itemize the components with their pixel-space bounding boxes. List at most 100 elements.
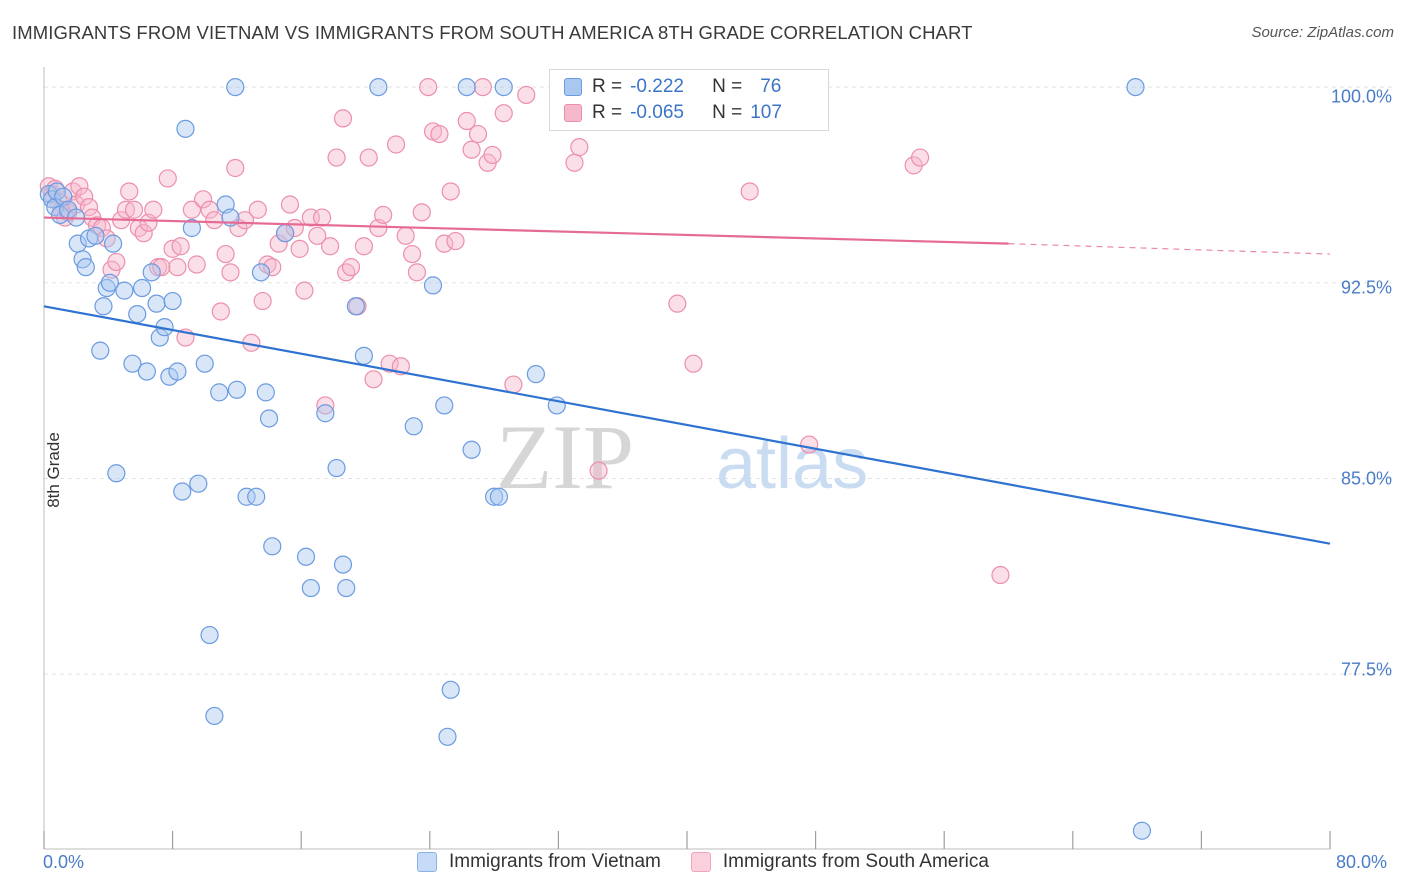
x-tick-label-max: 80.0%	[1336, 852, 1388, 872]
legend-swatch-south-america	[690, 852, 711, 872]
vietnam-point-12	[86, 226, 105, 245]
south-america-point-9	[70, 177, 89, 196]
vietnam-point-65	[462, 440, 481, 459]
south-america-point-37	[205, 211, 224, 230]
south-america-point-33	[182, 200, 201, 219]
south-america-point-51	[280, 195, 300, 214]
vietnam-point-64	[457, 77, 476, 97]
south-america-point-54	[295, 281, 314, 300]
vietnam-point-60	[423, 276, 443, 295]
south-america-point-41	[226, 158, 245, 178]
legend-r-value-south-america: -0.065	[630, 102, 684, 123]
south-america-point-39	[216, 244, 235, 264]
south-america-point-23	[134, 224, 153, 243]
south-america-point-67	[364, 370, 383, 389]
south-america-point-76	[412, 203, 431, 222]
south-america-point-36	[200, 200, 219, 219]
vietnam-point-30	[168, 362, 187, 381]
axes	[43, 67, 1331, 850]
south-america-point-48	[263, 258, 282, 277]
south-america-point-99	[740, 182, 759, 201]
south-america-point-45	[248, 200, 267, 219]
south-america-point-62	[337, 263, 356, 282]
south-america-point-30	[168, 258, 187, 277]
south-america-point-77	[419, 77, 438, 97]
south-america-point-27	[152, 258, 171, 277]
legend-r-value-vietnam: -0.222	[630, 76, 684, 97]
south-america-point-46	[253, 291, 272, 311]
vietnam-point-53	[327, 458, 346, 478]
vietnam-point-61	[435, 396, 454, 415]
vietnam-point-24	[142, 263, 161, 282]
y-tick-label-100: 100.0%	[1330, 86, 1392, 107]
y-tick-label-85: 85.0%	[1340, 468, 1392, 489]
south-america-point-80	[435, 234, 454, 253]
vietnam-point-58	[369, 77, 388, 97]
south-america-point-69	[374, 205, 393, 225]
legend-item-vietnam: Immigrants from Vietnam	[417, 851, 661, 873]
vietnam-point-51	[301, 578, 320, 598]
south-america-point-79	[430, 124, 449, 144]
legend-r-label: R =	[592, 102, 623, 123]
vietnam-point-15	[97, 278, 116, 298]
vietnam-point-48	[263, 537, 282, 556]
south-america-point-75	[407, 263, 427, 282]
vietnam-point-35	[195, 354, 214, 373]
legend-row-south-america: R = -0.065 N = 107	[564, 101, 782, 125]
legend-row-vietnam: R = -0.222 N = 76	[564, 75, 781, 99]
south-america-point-61	[333, 109, 353, 128]
south-america-point-81	[441, 182, 460, 201]
vietnam-point-67	[489, 487, 509, 506]
vietnam-point-43	[237, 487, 256, 506]
vietnam-point-34	[189, 474, 208, 493]
south-america-point-40	[221, 263, 240, 282]
vietnam-point-23	[137, 362, 156, 381]
vietnam-point-59	[404, 417, 423, 436]
vietnam-point-46	[256, 383, 275, 402]
south-america-point-66	[359, 148, 378, 167]
legend-swatch-vietnam	[564, 78, 582, 96]
vietnam-point-31	[173, 482, 192, 501]
legend-n-label: N =	[712, 102, 743, 123]
legend-r-label: R =	[592, 76, 623, 97]
vietnam-point-32	[176, 119, 195, 138]
south-america-point-38	[211, 302, 230, 321]
south-america-point-71	[386, 135, 406, 154]
vietnam-point-56	[346, 297, 365, 316]
south-america-point-73	[396, 226, 415, 245]
south-america-point-65	[354, 237, 373, 256]
vietnam-point-68	[494, 77, 513, 97]
vietnam-point-25	[147, 294, 166, 313]
legend-item-south-america: Immigrants from South America	[690, 851, 989, 873]
south-america-point-94	[570, 138, 589, 157]
south-america-point-57	[312, 208, 332, 227]
vietnam-point-55	[337, 578, 356, 598]
vietnam-point-47	[259, 409, 279, 428]
y-axis-label: 8th Grade	[43, 432, 63, 508]
vietnam-point-26	[150, 328, 169, 347]
y-tick-label-77-5: 77.5%	[1340, 659, 1392, 680]
vietnam-point-52	[316, 404, 335, 423]
stats-legend: R = -0.222 N = 76 R = -0.065 N = 107	[549, 69, 829, 131]
south-america-point-102	[910, 148, 930, 167]
vietnam-point-49	[276, 224, 295, 243]
vietnam-point-54	[333, 555, 353, 574]
south-america-point-31	[171, 237, 190, 256]
vietnam-point-17	[104, 234, 123, 253]
south-america-point-82	[446, 231, 465, 251]
vietnam-point-41	[226, 77, 245, 97]
vietnam-point-18	[107, 464, 126, 483]
south-america-trend-extension	[1008, 243, 1331, 255]
legend-swatch-vietnam	[417, 852, 437, 872]
vietnam-point-57	[354, 346, 373, 365]
south-america-point-20	[120, 182, 139, 201]
south-america-point-93	[565, 153, 584, 172]
vietnam-point-36	[200, 625, 219, 645]
vietnam-point-73	[1126, 77, 1145, 97]
vietnam-point-20	[123, 354, 142, 373]
x-tick-label-min: 0.0%	[43, 852, 85, 872]
legend-n-label: N =	[712, 76, 743, 97]
south-america-point-86	[473, 77, 492, 97]
south-america-point-11	[79, 198, 99, 217]
